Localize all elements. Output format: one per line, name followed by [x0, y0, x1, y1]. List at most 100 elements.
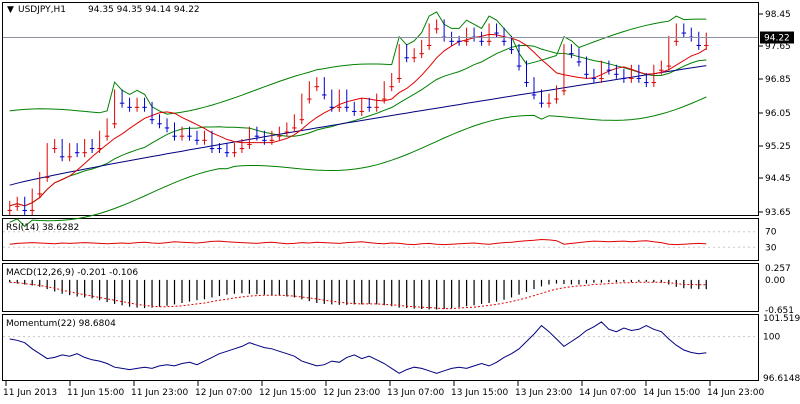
- candle-body: [359, 110, 364, 112]
- candle-body: [569, 53, 574, 55]
- candle-body: [696, 44, 702, 46]
- candle-body: [396, 77, 402, 79]
- candle-body: [509, 49, 514, 51]
- candle-body: [29, 209, 35, 211]
- x-tick-label: 13 Jun 15:00: [451, 388, 508, 398]
- candle-body: [149, 119, 155, 121]
- x-tick-label: 11 Jun 23:00: [131, 388, 188, 398]
- candle-body: [636, 77, 642, 79]
- momentum-series: 101.5199 100 96.6148: [3, 314, 800, 384]
- candle-body: [681, 32, 687, 34]
- macd-y-tick-label: 0.257: [765, 264, 791, 274]
- momentum-y-tick-label: 101.5199: [763, 314, 800, 324]
- candle-body: [644, 82, 649, 84]
- candle-body: [539, 102, 544, 104]
- candle-body: [179, 135, 185, 137]
- candle-body: [89, 148, 95, 150]
- candle-body: [546, 102, 552, 104]
- fast-ma-line: [9, 33, 707, 207]
- candle-body: [381, 98, 387, 100]
- candle-body: [134, 106, 140, 108]
- candle-body: [277, 135, 282, 137]
- macd-panel[interactable]: [2, 263, 759, 312]
- candle-body: [337, 106, 342, 108]
- candle-body: [194, 139, 200, 141]
- x-tick-label: 14 Jun 15:00: [643, 388, 700, 398]
- candle-body: [464, 40, 469, 42]
- candle-body: [531, 94, 537, 96]
- candle-body: [217, 148, 222, 150]
- candle-body: [606, 69, 612, 71]
- x-tick-label: 12 Jun 15:00: [259, 388, 316, 398]
- candle-body: [157, 123, 162, 125]
- candle-body: [389, 86, 394, 88]
- candle-body: [22, 209, 27, 211]
- candle-body: [52, 148, 57, 150]
- macd-title: MACD(12,26,9) -0.201 -0.106: [6, 268, 138, 278]
- candle-body: [254, 135, 260, 137]
- candle-body: [621, 77, 627, 79]
- candle-body: [104, 135, 110, 137]
- candle-body: [674, 40, 679, 42]
- candle-body: [82, 152, 87, 154]
- candle-body: [486, 40, 492, 42]
- candle-body: [7, 209, 12, 211]
- candle-body: [209, 148, 215, 150]
- x-axis: 11 Jun 2013 11 Jun 15:00 11 Jun 23:00 12 Ju…: [3, 381, 764, 398]
- candle-body: [202, 139, 207, 141]
- candle-body: [352, 110, 357, 112]
- momentum-title: Momentum(22) 98.6804: [6, 319, 116, 329]
- candle-body: [516, 65, 522, 67]
- x-tick-label: 14 Jun 23:00: [707, 388, 764, 398]
- x-tick-label: 11 Jun 2013: [3, 388, 57, 398]
- ohlc-readout: 94.35 94.35 94.14 94.22: [88, 5, 200, 15]
- candle-body: [232, 152, 237, 154]
- upper-band-line: [9, 96, 707, 228]
- mid-band-line: [9, 44, 707, 207]
- candle-body: [704, 44, 709, 46]
- candle-body: [59, 156, 65, 158]
- x-tick-label: 13 Jun 23:00: [515, 388, 572, 398]
- price-panel[interactable]: [2, 2, 759, 216]
- price-y-tick-label: 97.65: [765, 42, 791, 52]
- candle-body: [284, 131, 290, 133]
- momentum-y-tick-label: 96.6148: [763, 374, 800, 384]
- candle-body: [329, 106, 335, 108]
- candle-body: [112, 123, 117, 125]
- slow-ma-line: [9, 65, 707, 186]
- candle-body: [269, 139, 275, 141]
- rsi-line: [9, 238, 707, 246]
- last-price-label: 94.22: [764, 34, 790, 44]
- candle-body: [74, 152, 80, 154]
- candle-body: [404, 57, 409, 59]
- candle-body: [614, 73, 619, 75]
- candle-body: [479, 40, 484, 42]
- rsi-panel[interactable]: [2, 218, 759, 261]
- last-price-label-box: [760, 31, 794, 44]
- macd-y-tick-label: 0.00: [765, 276, 785, 286]
- candle-body: [142, 106, 147, 108]
- x-tick-label: 12 Jun 23:00: [323, 388, 380, 398]
- candle-body: [501, 40, 507, 42]
- candle-body: [187, 135, 192, 137]
- momentum-panel[interactable]: [2, 314, 759, 381]
- candle-body: [322, 94, 327, 96]
- price-title-icon: ▼: [7, 5, 14, 15]
- macd-y-tick-label: -0.651: [765, 306, 794, 316]
- price-y-tick-label: 94.45: [765, 174, 791, 184]
- candle-body: [629, 77, 634, 79]
- macd-signal-line: [9, 281, 707, 310]
- x-tick-label: 11 Jun 15:00: [67, 388, 124, 398]
- candle-body: [494, 32, 499, 34]
- candle-body: [344, 106, 350, 108]
- momentum-y-tick-label: 100: [763, 333, 780, 343]
- price-y-tick-label: 93.65: [765, 208, 791, 218]
- candle-body: [172, 135, 177, 137]
- price-title: USDJPY,H1: [18, 5, 66, 15]
- price-y-tick-label: 96.85: [765, 75, 791, 85]
- candle-body: [651, 82, 657, 84]
- candle-body: [599, 77, 604, 79]
- rsi-title: RSI(14) 38.6282: [6, 223, 79, 233]
- candle-body: [262, 139, 267, 141]
